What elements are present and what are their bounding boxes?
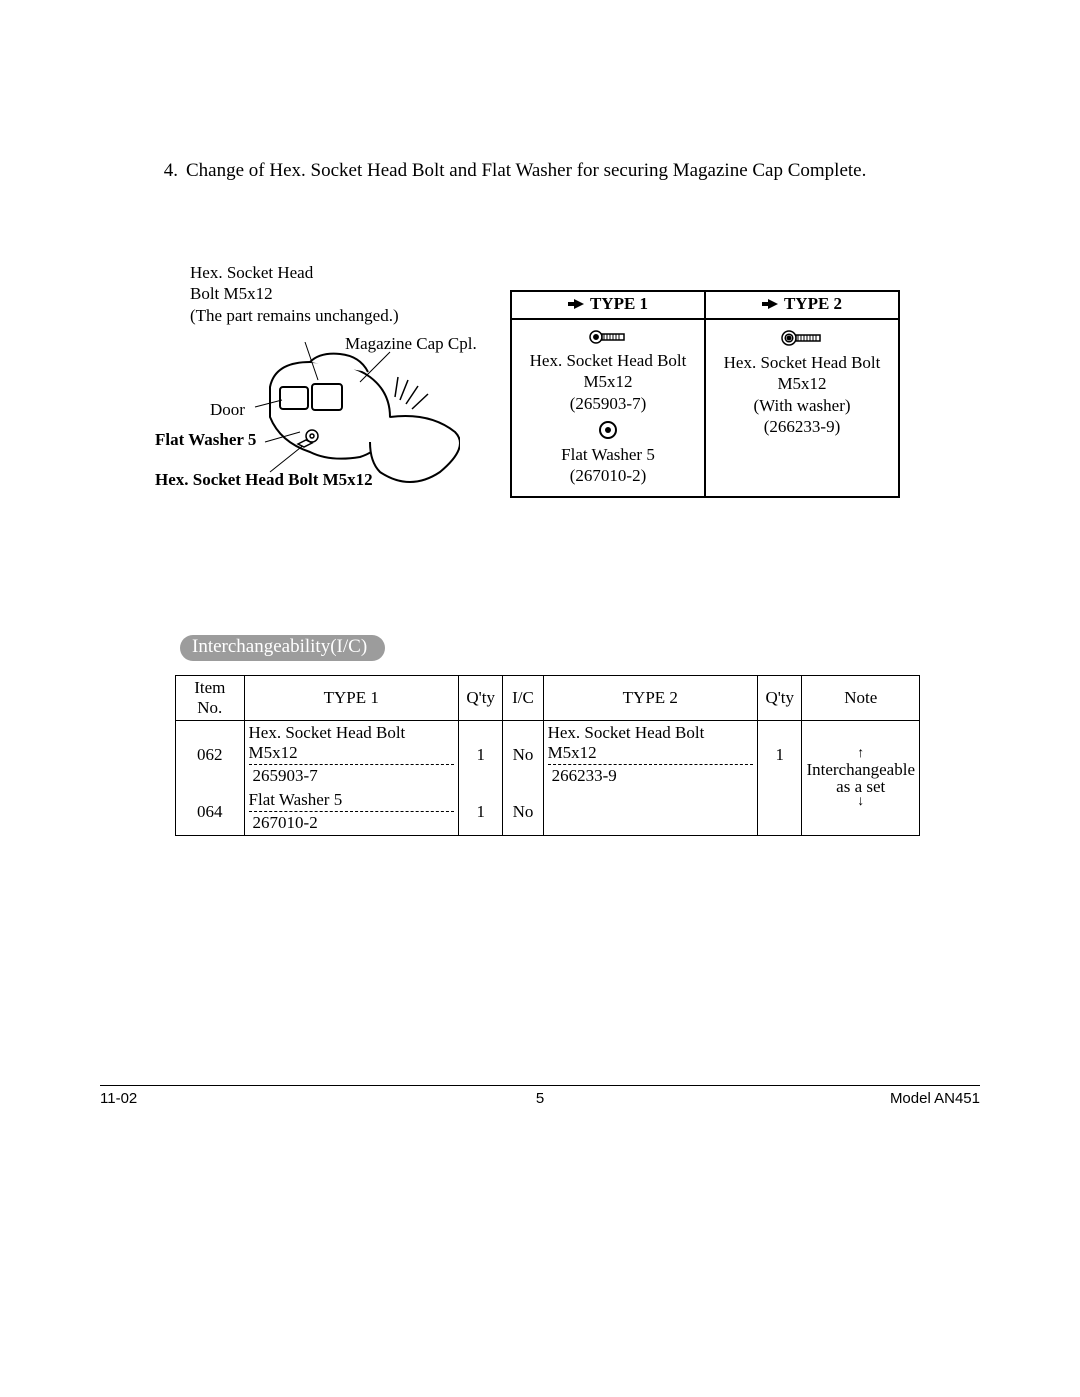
type1-body: Hex. Socket Head Bolt M5x12 (265903-7) F… [512, 320, 704, 496]
cell-ic: No [503, 788, 543, 836]
th-item: Item No. [176, 676, 245, 721]
t1-part: 265903-7 [249, 766, 454, 786]
part-illustration [240, 342, 460, 492]
heading-number: 4. [150, 160, 178, 182]
cell-item: 064 [176, 788, 245, 836]
th-ic: I/C [503, 676, 543, 721]
th-type2: TYPE 2 [543, 676, 757, 721]
content-area: 4. Change of Hex. Socket Head Bolt and F… [150, 160, 930, 522]
type1-line4: Flat Washer 5 [518, 444, 698, 465]
type-comparison-box: TYPE 1 Hex. Socket H [510, 290, 900, 498]
type2-line3: (With washer) [712, 395, 892, 416]
footer-page-number: 5 [536, 1090, 544, 1107]
cell-item: 062 [176, 721, 245, 789]
cell-qty1: 1 [458, 788, 502, 836]
t2-name: Hex. Socket Head Bolt M5x12 [548, 723, 753, 765]
type1-header: TYPE 1 [512, 292, 704, 320]
bolt-with-washer-icon [780, 328, 824, 348]
bolt-icon [588, 328, 628, 346]
note-line2: as a set [806, 778, 915, 795]
arrow-up-icon: ↑ [806, 747, 915, 761]
th-qty1: Q'ty [458, 676, 502, 721]
arrow-right-icon [568, 299, 584, 309]
footer-left: 11-02 [100, 1090, 137, 1107]
type1-line1: Hex. Socket Head Bolt [518, 350, 698, 371]
cell-type1: Flat Washer 5 267010-2 [244, 788, 458, 836]
type2-line4: (266233-9) [712, 416, 892, 437]
interchangeability-heading: Interchangeability(I/C) [180, 635, 385, 661]
type2-body: Hex. Socket Head Bolt M5x12 (With washer… [706, 320, 898, 447]
page-footer: 11-02 5 Model AN451 [100, 1085, 980, 1107]
label-hex-head-l2: Bolt M5x12 [190, 283, 450, 304]
page: 4. Change of Hex. Socket Head Bolt and F… [0, 0, 1080, 1397]
cell-qty2 [758, 788, 802, 836]
cell-type2: Hex. Socket Head Bolt M5x12 266233-9 [543, 721, 757, 789]
table-row: 062 Hex. Socket Head Bolt M5x12 265903-7… [176, 721, 920, 789]
th-qty2: Q'ty [758, 676, 802, 721]
t1-name: Hex. Socket Head Bolt M5x12 [249, 723, 454, 765]
type2-header: TYPE 2 [706, 292, 898, 320]
th-type1: TYPE 1 [244, 676, 458, 721]
cell-type1: Hex. Socket Head Bolt M5x12 265903-7 [244, 721, 458, 789]
label-hex-head-l3: (The part remains unchanged.) [190, 305, 450, 326]
arrow-down-icon: ↓ [806, 795, 915, 809]
table-header-row: Item No. TYPE 1 Q'ty I/C TYPE 2 Q'ty Not… [176, 676, 920, 721]
type1-line2: M5x12 [518, 371, 698, 392]
t1-part: 267010-2 [249, 813, 454, 833]
footer-right: Model AN451 [890, 1090, 980, 1107]
label-hex-head-l1: Hex. Socket Head [190, 262, 450, 283]
figure-area: Hex. Socket Head Bolt M5x12 (The part re… [150, 262, 930, 522]
cell-qty1: 1 [458, 721, 502, 789]
washer-icon [598, 420, 618, 440]
figure-top-label: Hex. Socket Head Bolt M5x12 (The part re… [190, 262, 450, 326]
type1-header-text: TYPE 1 [590, 294, 648, 314]
heading-text: Change of Hex. Socket Head Bolt and Flat… [178, 160, 866, 182]
arrow-right-icon [762, 299, 778, 309]
cell-type2 [543, 788, 757, 836]
type1-line5: (267010-2) [518, 465, 698, 486]
th-note: Note [802, 676, 920, 721]
interchangeability-table: Item No. TYPE 1 Q'ty I/C TYPE 2 Q'ty Not… [175, 675, 920, 836]
cell-note: ↑ Interchangeable as a set ↓ [802, 721, 920, 836]
type2-line2: M5x12 [712, 373, 892, 394]
cell-qty2: 1 [758, 721, 802, 789]
section-heading: 4. Change of Hex. Socket Head Bolt and F… [150, 160, 930, 182]
type2-line1: Hex. Socket Head Bolt [712, 352, 892, 373]
t2-part: 266233-9 [548, 766, 753, 786]
type2-header-text: TYPE 2 [784, 294, 842, 314]
note-line1: Interchangeable [806, 761, 915, 778]
type1-line3: (265903-7) [518, 393, 698, 414]
cell-ic: No [503, 721, 543, 789]
t1-name: Flat Washer 5 [249, 790, 454, 812]
